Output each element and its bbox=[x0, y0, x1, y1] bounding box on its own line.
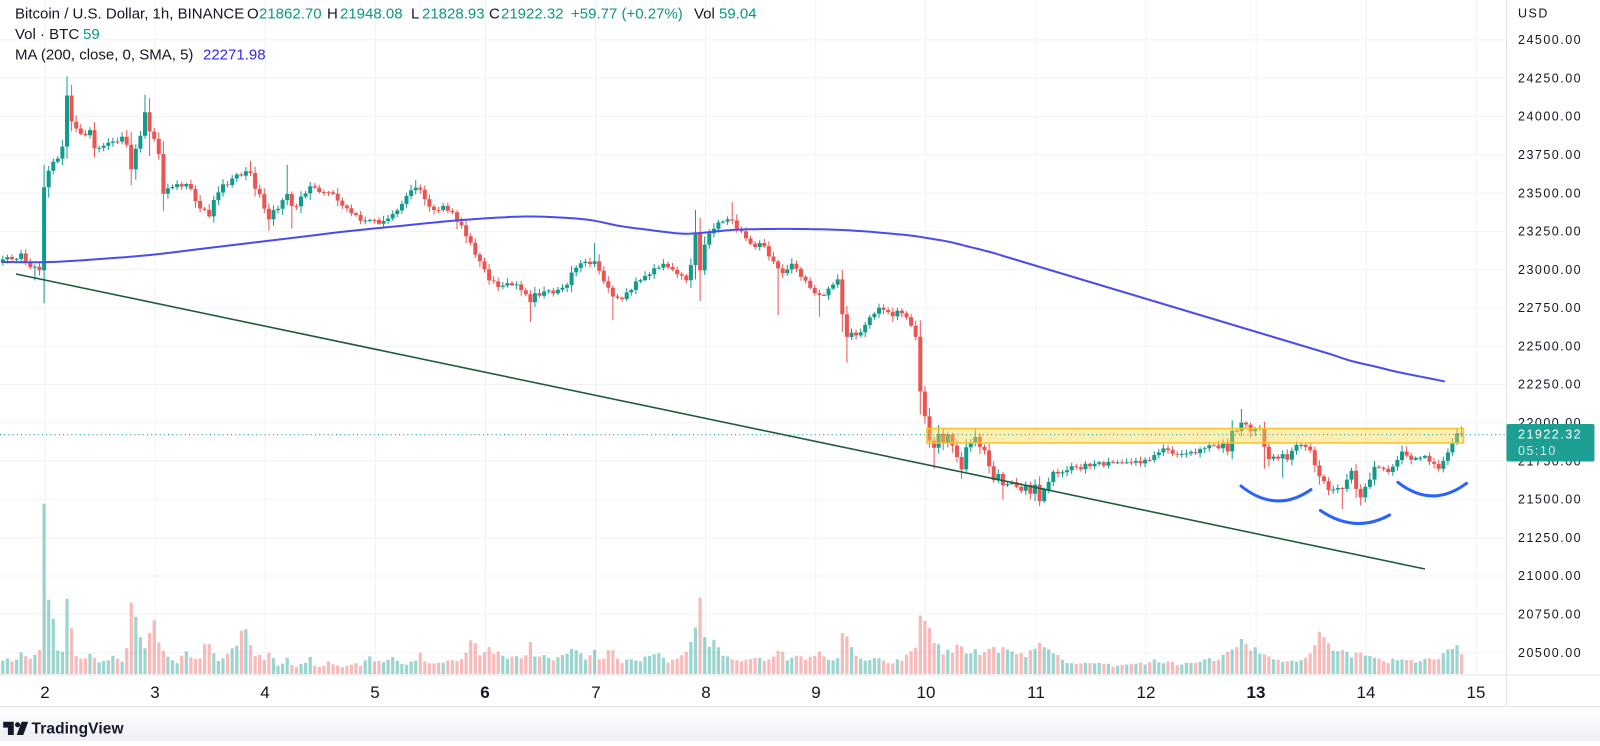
svg-text:9: 9 bbox=[811, 683, 820, 702]
svg-text:21922.32: 21922.32 bbox=[501, 6, 564, 23]
svg-text:+59.77 (+0.27%): +59.77 (+0.27%) bbox=[571, 6, 683, 23]
svg-text:24250.00: 24250.00 bbox=[1518, 71, 1582, 85]
svg-text:Vol: Vol bbox=[694, 6, 715, 23]
svg-text:5: 5 bbox=[370, 683, 379, 702]
svg-text:20500.00: 20500.00 bbox=[1518, 646, 1582, 660]
svg-text:12: 12 bbox=[1137, 683, 1156, 702]
svg-text:59: 59 bbox=[83, 26, 100, 43]
svg-text:10: 10 bbox=[917, 683, 936, 702]
svg-text:24500.00: 24500.00 bbox=[1518, 33, 1582, 47]
svg-text:22271.98: 22271.98 bbox=[203, 47, 266, 64]
svg-text:4: 4 bbox=[260, 683, 269, 702]
svg-text:6: 6 bbox=[480, 683, 489, 702]
svg-text:USD: USD bbox=[1518, 7, 1549, 21]
svg-text:24000.00: 24000.00 bbox=[1518, 110, 1582, 124]
svg-text:14: 14 bbox=[1357, 683, 1376, 702]
svg-text:21862.70: 21862.70 bbox=[259, 6, 322, 23]
svg-text:L: L bbox=[411, 6, 419, 23]
svg-text:13: 13 bbox=[1247, 683, 1266, 702]
svg-text:21828.93: 21828.93 bbox=[422, 6, 485, 23]
svg-text:21922.32: 21922.32 bbox=[1518, 428, 1582, 442]
svg-text:59.04: 59.04 bbox=[719, 6, 757, 23]
svg-text:7: 7 bbox=[591, 683, 600, 702]
svg-text:22250.00: 22250.00 bbox=[1518, 378, 1582, 392]
svg-text:20750.00: 20750.00 bbox=[1518, 608, 1582, 622]
svg-text:H: H bbox=[327, 6, 338, 23]
svg-text:15: 15 bbox=[1467, 683, 1486, 702]
svg-text:21948.08: 21948.08 bbox=[340, 6, 403, 23]
svg-text:8: 8 bbox=[701, 683, 710, 702]
svg-text:23000.00: 23000.00 bbox=[1518, 263, 1582, 277]
svg-text:23500.00: 23500.00 bbox=[1518, 186, 1582, 200]
svg-text:TradingView: TradingView bbox=[32, 721, 125, 738]
svg-text:22750.00: 22750.00 bbox=[1518, 301, 1582, 315]
svg-text:23250.00: 23250.00 bbox=[1518, 225, 1582, 239]
svg-text:11: 11 bbox=[1027, 683, 1045, 702]
svg-text:21250.00: 21250.00 bbox=[1518, 531, 1582, 545]
svg-text:3: 3 bbox=[150, 683, 159, 702]
svg-text:21500.00: 21500.00 bbox=[1518, 493, 1582, 507]
svg-text:2: 2 bbox=[40, 683, 49, 702]
svg-text:O: O bbox=[247, 6, 259, 23]
svg-text:MA (200, close, 0, SMA, 5): MA (200, close, 0, SMA, 5) bbox=[15, 47, 193, 64]
svg-text:Bitcoin / U.S. Dollar, 1h, BIN: Bitcoin / U.S. Dollar, 1h, BINANCE bbox=[15, 6, 244, 23]
svg-text:C: C bbox=[489, 6, 500, 23]
svg-text:21000.00: 21000.00 bbox=[1518, 569, 1582, 583]
svg-text:05:10: 05:10 bbox=[1518, 444, 1557, 458]
svg-text:Vol · BTC: Vol · BTC bbox=[15, 26, 79, 43]
svg-text:22500.00: 22500.00 bbox=[1518, 339, 1582, 353]
svg-text:23750.00: 23750.00 bbox=[1518, 148, 1582, 162]
